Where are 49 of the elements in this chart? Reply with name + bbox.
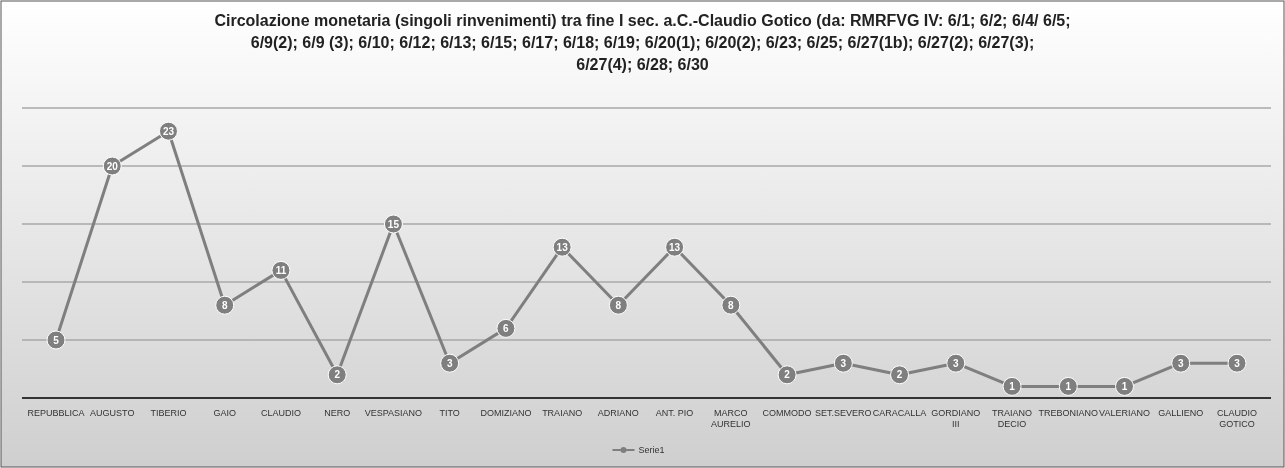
data-label: 15: [387, 218, 400, 230]
data-label: 2: [896, 369, 903, 381]
data-label: 3: [840, 357, 847, 369]
point: [1058, 376, 1078, 396]
data-label: 8: [221, 299, 228, 311]
data-label: 3: [1177, 357, 1184, 369]
x-tick-label: REPUBBLICA: [27, 408, 85, 418]
data-label: 1: [1121, 380, 1128, 392]
x-tick-label: AUGUSTO: [90, 408, 135, 418]
x-tick-label: ANT. PIO: [655, 408, 694, 418]
point: [1115, 376, 1135, 396]
data-label: 11: [275, 264, 287, 276]
x-tick-label: DOMIZIANO: [480, 408, 532, 418]
x-tick-label: TRAIANO: [542, 408, 583, 418]
data-label: 20: [106, 160, 119, 172]
x-tick-label: CLAUDIO: [260, 408, 301, 418]
data-label: 6: [503, 322, 510, 334]
chart-title: Circolazione monetaria (singoli rinvenimenti) tra fine I sec. a.C.-Claudio Gotico (da: RMRFVG IV: 6/1; 6/2; 6/4/ 6/5; 6/9(2); 6/9 (3); 6/10; 6/12; 6/13; 6/15; 6/17; 6/18; 6/19; 6/20(1); 6/20(2); 6/23; 6/25; 6/27(1b); 6/27(2); 6/27(3); 6/27(4); 6/28; 6/30: [214, 12, 1071, 73]
point: [1002, 376, 1022, 396]
data-label: 5: [53, 334, 60, 346]
x-tick-label: ADRIANO: [597, 408, 639, 418]
data-label: 1: [1009, 380, 1016, 392]
data-label: 8: [728, 299, 735, 311]
x-tick-label: GALLIENO: [1158, 408, 1204, 418]
x-tick-label: TREBONIANO: [1038, 408, 1099, 418]
x-tick-label: TIBERIO: [150, 408, 187, 418]
x-tick-label: TITO: [439, 408, 460, 418]
x-tick-label: TRAIANO DECIO: [992, 408, 1033, 429]
x-tick-label: SET.SEVERO: [815, 408, 872, 418]
data-label: 8: [615, 299, 622, 311]
x-tick-label: MARCO AURELIO: [711, 408, 751, 429]
x-tick-label: CARACALLA: [872, 408, 927, 418]
legend-label: Serie1: [638, 445, 665, 456]
data-label: 3: [446, 357, 453, 369]
x-tick-label: GORDIANO III: [931, 408, 981, 429]
data-label: 1: [1065, 380, 1072, 392]
data-label: 3: [1234, 357, 1241, 369]
x-tick-label: GAIO: [213, 408, 236, 418]
data-label: 23: [162, 125, 175, 137]
data-label: 2: [334, 369, 341, 381]
x-tick-label: COMMODO: [762, 408, 812, 418]
x-tick-label: CLAUDIO GOTICO: [1216, 408, 1258, 429]
data-label: 3: [953, 357, 960, 369]
x-tick-label: VALERIANO: [1099, 408, 1150, 418]
x-tick-label: NERO: [324, 408, 351, 418]
data-label: 13: [669, 241, 681, 253]
data-label: 2: [784, 369, 791, 381]
x-tick-label: VESPASIANO: [364, 408, 423, 418]
data-label: 13: [556, 241, 569, 253]
